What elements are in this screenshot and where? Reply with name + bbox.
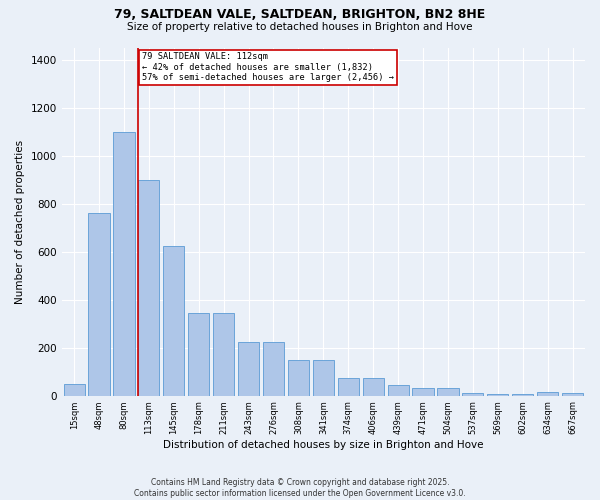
Bar — [313, 360, 334, 396]
Bar — [362, 378, 384, 396]
Bar — [188, 313, 209, 396]
Y-axis label: Number of detached properties: Number of detached properties — [15, 140, 25, 304]
X-axis label: Distribution of detached houses by size in Brighton and Hove: Distribution of detached houses by size … — [163, 440, 484, 450]
Bar — [213, 313, 234, 396]
Bar — [412, 388, 434, 396]
Bar — [537, 392, 558, 396]
Text: Size of property relative to detached houses in Brighton and Hove: Size of property relative to detached ho… — [127, 22, 473, 32]
Bar — [388, 385, 409, 396]
Text: 79 SALTDEAN VALE: 112sqm
← 42% of detached houses are smaller (1,832)
57% of sem: 79 SALTDEAN VALE: 112sqm ← 42% of detach… — [142, 52, 394, 82]
Bar — [138, 180, 160, 396]
Bar — [113, 132, 134, 396]
Bar — [238, 342, 259, 396]
Bar — [288, 360, 309, 396]
Bar — [562, 393, 583, 396]
Bar — [437, 388, 458, 396]
Bar — [88, 213, 110, 396]
Bar — [512, 394, 533, 396]
Bar — [263, 342, 284, 396]
Bar — [163, 246, 184, 396]
Text: Contains HM Land Registry data © Crown copyright and database right 2025.
Contai: Contains HM Land Registry data © Crown c… — [134, 478, 466, 498]
Bar — [487, 394, 508, 396]
Text: 79, SALTDEAN VALE, SALTDEAN, BRIGHTON, BN2 8HE: 79, SALTDEAN VALE, SALTDEAN, BRIGHTON, B… — [115, 8, 485, 20]
Bar — [338, 378, 359, 396]
Bar — [462, 393, 484, 396]
Bar — [64, 384, 85, 396]
